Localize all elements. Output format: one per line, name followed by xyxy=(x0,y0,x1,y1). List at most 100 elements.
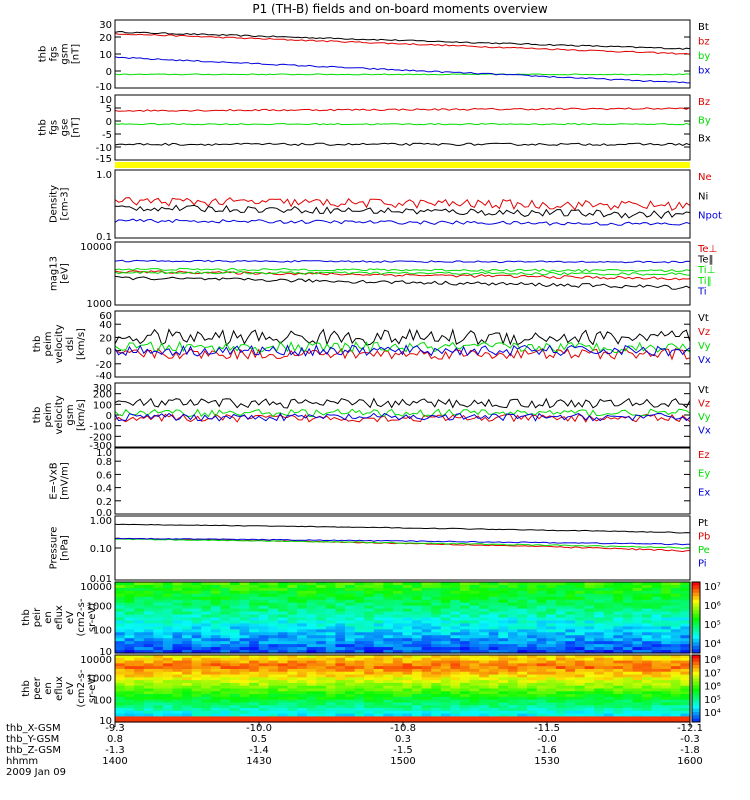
colorbar-step xyxy=(692,658,700,663)
spectrogram-cell xyxy=(603,605,614,610)
footer-value: -1.6 xyxy=(537,745,557,756)
spectrogram-cell xyxy=(517,623,528,627)
spectrogram-cell xyxy=(565,668,576,673)
spectrogram-cell xyxy=(182,666,193,670)
spectrogram-cell xyxy=(565,632,576,636)
figure-title: P1 (TH-B) fields and on-board moments ov… xyxy=(252,2,548,16)
spectrogram-cell xyxy=(469,702,480,706)
spectrogram-cell xyxy=(153,699,164,704)
spectrogram-cell xyxy=(479,694,490,698)
spectrogram-cell xyxy=(373,699,384,704)
spectrogram-cell xyxy=(297,660,308,664)
spectrogram-cell xyxy=(622,668,634,673)
spectrogram-cell xyxy=(249,602,260,607)
spectrogram-cell xyxy=(536,611,547,616)
spectrogram-cell xyxy=(536,663,547,667)
spectrogram-cell xyxy=(402,626,413,630)
spectrogram-cell xyxy=(134,666,145,670)
spectrogram-cell xyxy=(115,608,126,613)
spectrogram-cell xyxy=(498,623,509,627)
spectrogram-cell xyxy=(680,657,691,662)
spectrogram-cell xyxy=(373,644,384,648)
spectrogram-cell xyxy=(134,655,145,659)
spectrogram-cell xyxy=(115,657,126,662)
spectrogram-cell xyxy=(603,663,614,667)
spectrogram-cell xyxy=(469,638,480,642)
spectrogram-cell xyxy=(575,668,586,673)
spectrogram-cell xyxy=(153,708,164,712)
spectrogram-cell xyxy=(661,638,672,642)
spectrogram-cell xyxy=(536,593,547,598)
spectrogram-cell xyxy=(268,632,279,636)
spectrogram-cell xyxy=(565,629,576,633)
spectrogram-cell xyxy=(392,623,404,627)
spectrogram-cell xyxy=(527,590,538,595)
spectrogram-cell xyxy=(622,647,634,651)
colorbar-step xyxy=(692,582,700,587)
spectrogram-cell xyxy=(325,719,337,723)
spectrogram-cell xyxy=(632,702,643,706)
spectrogram-cell xyxy=(354,638,365,642)
spectrogram-cell xyxy=(172,650,183,654)
spectrogram-cell xyxy=(517,587,528,592)
spectrogram-cell xyxy=(440,655,452,659)
spectrogram-cell xyxy=(220,587,231,592)
spectrogram-cell xyxy=(153,680,164,684)
spectrogram-cell xyxy=(124,647,135,651)
spectrogram-cell xyxy=(364,691,375,695)
spectrogram-cell xyxy=(479,617,490,622)
spectrogram-cell xyxy=(546,632,557,636)
spectrogram-cell xyxy=(680,629,691,633)
spectrogram-cell xyxy=(354,660,365,664)
spectrogram-cell xyxy=(651,635,662,639)
spectrogram-cell xyxy=(277,668,289,673)
spectrogram-cell xyxy=(460,677,471,681)
spectrogram-cell xyxy=(670,696,682,701)
spectrogram-cell xyxy=(603,682,614,687)
spectrogram-cell xyxy=(402,593,413,598)
spectrogram-cell xyxy=(249,657,260,662)
spectrogram-cell xyxy=(162,611,174,616)
spectrogram-cell xyxy=(642,668,653,673)
spectrogram-cell xyxy=(191,629,202,633)
spectrogram-cell xyxy=(383,705,394,709)
spectrogram-cell xyxy=(527,655,538,659)
spectrogram-cell xyxy=(392,699,404,704)
spectrogram-cell xyxy=(527,614,538,619)
ytick-label: 5 xyxy=(106,104,112,115)
spectrogram-cell xyxy=(450,638,461,642)
spectrogram-cell xyxy=(680,668,691,673)
spectrogram-cell xyxy=(670,629,682,633)
spectrogram-cell xyxy=(134,682,145,687)
spectrogram-cell xyxy=(517,608,528,613)
spectrogram-cell xyxy=(230,641,241,645)
spectrogram-cell xyxy=(249,644,260,648)
spectrogram-cell xyxy=(603,702,614,706)
spectrogram-cell xyxy=(373,708,384,712)
spectrogram-cell xyxy=(412,685,423,690)
spectrogram-cell xyxy=(402,708,413,712)
spectrogram-cell xyxy=(335,710,346,715)
spectrogram-cell xyxy=(661,641,672,645)
spectrogram-cell xyxy=(249,655,260,659)
spectrogram-cell xyxy=(613,584,624,589)
spectrogram-cell xyxy=(536,682,547,687)
legend-Vx: Vx xyxy=(698,355,711,366)
spectrogram-cell xyxy=(354,632,365,636)
spectrogram-cell xyxy=(555,644,567,648)
spectrogram-cell xyxy=(115,691,126,695)
spectrogram-cell xyxy=(613,620,624,625)
spectrogram-cell xyxy=(364,626,375,630)
spectrogram-cell xyxy=(546,657,557,662)
spectrogram-cell xyxy=(622,608,634,613)
spectrogram-cell xyxy=(172,708,183,712)
ytick-label: 30 xyxy=(99,20,112,31)
spectrogram-cell xyxy=(555,674,567,678)
spectrogram-cell xyxy=(440,638,452,642)
spectrogram-cell xyxy=(162,666,174,670)
spectrogram-cell xyxy=(546,682,557,687)
spectrogram-cell xyxy=(373,691,384,695)
spectrogram-cell xyxy=(412,584,423,589)
spectrogram-cell xyxy=(335,605,346,610)
spectrogram-cell xyxy=(258,635,269,639)
